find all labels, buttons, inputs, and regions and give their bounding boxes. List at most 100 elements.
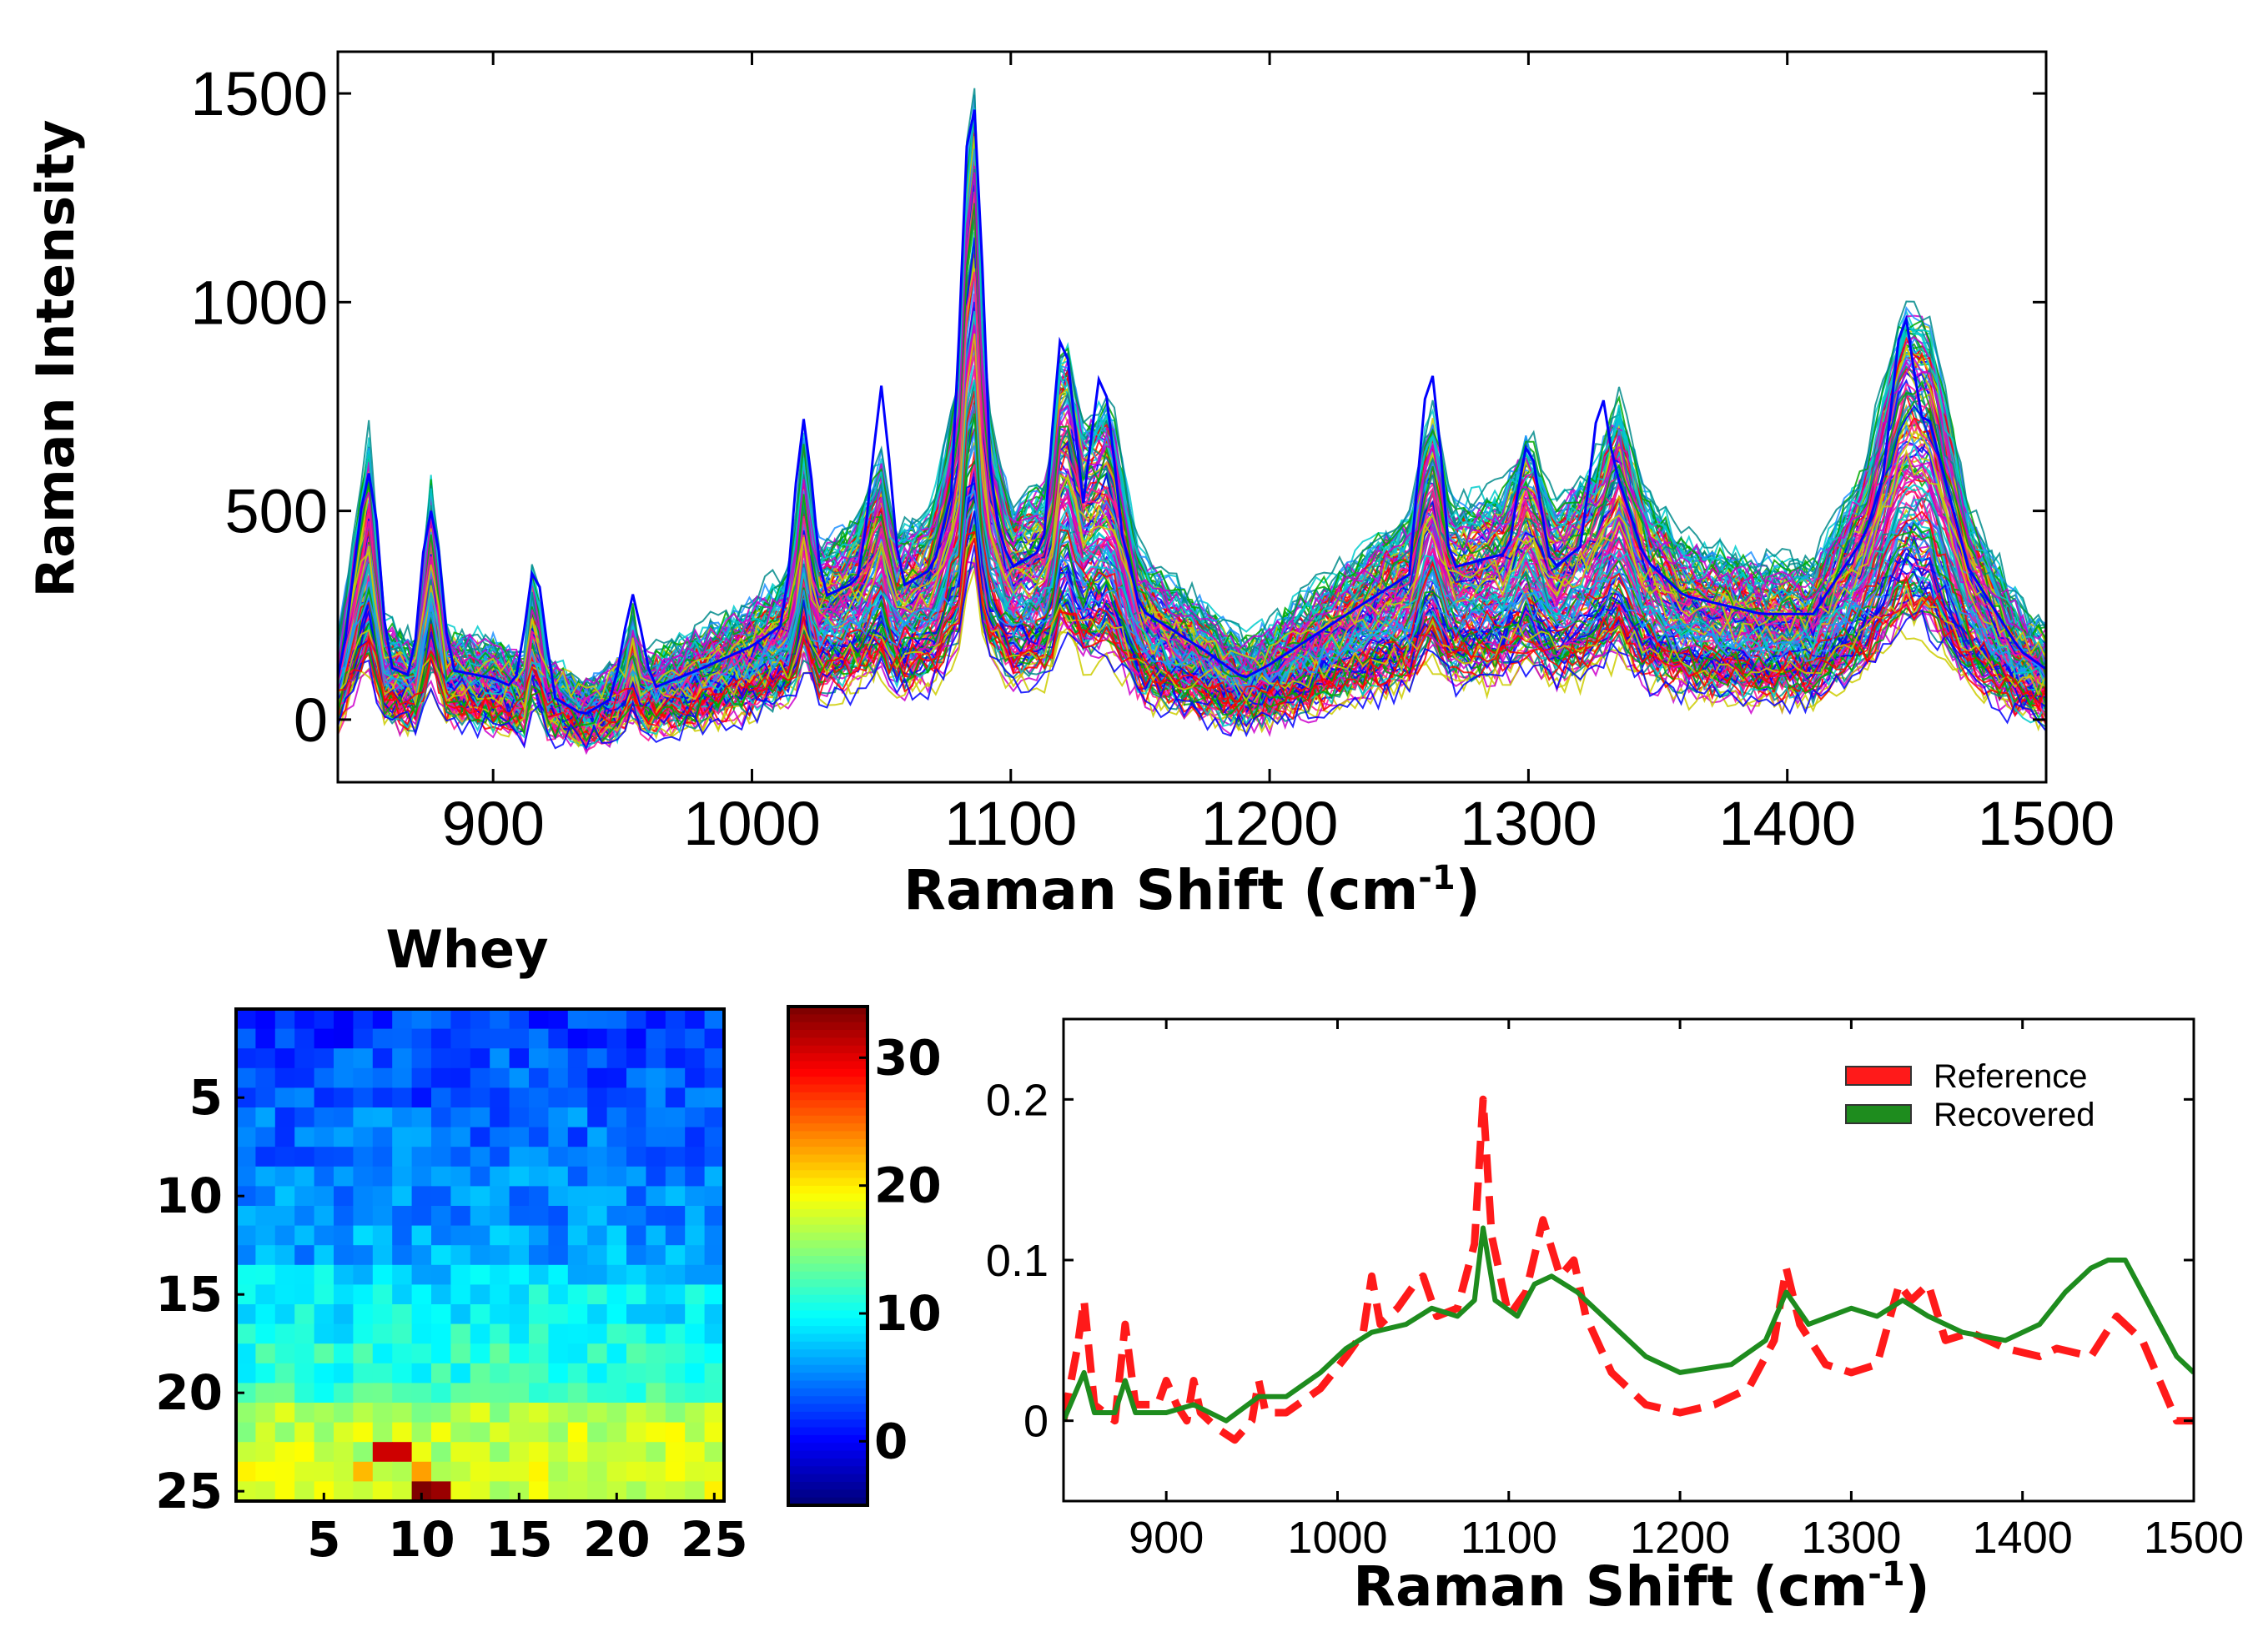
heatmap-cell — [236, 1442, 256, 1463]
heatmap-cell — [450, 1323, 471, 1344]
heatmap-cell — [353, 1087, 374, 1108]
heatmap-cell — [646, 1284, 666, 1305]
heatmap-cell — [314, 1363, 334, 1383]
heatmap-cell — [704, 1284, 725, 1305]
heatmap-cell — [314, 1009, 334, 1030]
heatmap-cell — [646, 1009, 666, 1030]
heatmap-cell — [431, 1323, 451, 1344]
heatmap-cell — [704, 1166, 725, 1187]
heatmap-cell — [626, 1323, 646, 1344]
heatmap-cell — [685, 1127, 706, 1147]
heatmap-cell — [587, 1009, 608, 1030]
heatmap-cell — [509, 1127, 530, 1147]
heatmap-cell — [314, 1067, 334, 1088]
heatmap-cell — [372, 1067, 393, 1088]
heatmap-cell — [646, 1383, 666, 1404]
heatmap-cell — [704, 1127, 725, 1147]
heatmap-cell — [294, 1245, 315, 1266]
heatmap-cell — [685, 1461, 706, 1482]
heatmap-cell — [255, 1323, 276, 1344]
comparison-axis-ticks: 900 1000 1100 1200 1300 1400 1500 0 0.1 0.2 — [986, 1019, 2244, 1563]
heatmap-cell — [704, 1461, 725, 1482]
heatmap-cell — [294, 1009, 315, 1030]
heatmap-cell — [314, 1284, 334, 1305]
heatmap-cell — [255, 1048, 276, 1069]
colorbar-segment — [788, 1217, 867, 1226]
heatmap-cell — [606, 1304, 627, 1325]
heatmap-cell — [450, 1028, 471, 1049]
heatmap-cell — [646, 1028, 666, 1049]
heatmap-cell — [431, 1461, 451, 1482]
heatmap-cell — [431, 1304, 451, 1325]
heatmap-cell — [314, 1343, 334, 1364]
heatmap-cell — [255, 1245, 276, 1266]
heatmap-cell — [255, 1028, 276, 1049]
heatmap-cell — [334, 1343, 354, 1364]
heatmap-cell — [567, 1363, 588, 1383]
heatmap-cell — [665, 1383, 686, 1404]
heatmap-cell — [704, 1245, 725, 1266]
heatmap-cell — [314, 1206, 334, 1227]
heatmap-cell — [626, 1009, 646, 1030]
heatmap-cell — [392, 1481, 413, 1502]
heatmap-cell — [353, 1461, 374, 1482]
heatmap-cell — [255, 1422, 276, 1443]
heatmap-cell — [411, 1087, 432, 1108]
colorbar-segment — [788, 1037, 867, 1047]
heatmap-cell — [236, 1245, 256, 1266]
colorbar-segment — [788, 1030, 867, 1039]
heatmap-cell — [529, 1481, 549, 1502]
heatmap-cell — [450, 1442, 471, 1463]
heatmap-cell — [353, 1147, 374, 1167]
heatmap-cell — [372, 1323, 393, 1344]
heatmap-cell — [587, 1383, 608, 1404]
heatmap-cell — [567, 1166, 588, 1187]
heatmap-cell — [353, 1028, 374, 1049]
heatmap-cell — [353, 1264, 374, 1285]
spectrum-line — [338, 545, 2046, 751]
colorbar-segment — [788, 1303, 867, 1312]
heatmap-cell — [567, 1481, 588, 1502]
heatmap-cell — [431, 1147, 451, 1167]
top-plot-frame — [336, 50, 2048, 784]
heatmap-cells — [236, 1009, 725, 1502]
heatmap-cell — [411, 1225, 432, 1246]
heatmap-cell — [392, 1383, 413, 1404]
heatmap-cell — [314, 1403, 334, 1424]
heatmap-cell — [529, 1383, 549, 1404]
heatmap-cell — [646, 1343, 666, 1364]
heatmap-cell — [509, 1264, 530, 1285]
heatmap-cell — [587, 1067, 608, 1088]
heatmap-cell — [587, 1323, 608, 1344]
heatmap-y-tick-label: 15 — [155, 1266, 223, 1323]
heatmap-cell — [587, 1461, 608, 1482]
heatmap-cell — [411, 1363, 432, 1383]
heatmap-cell — [255, 1403, 276, 1424]
bottom-x-label-exp: -1 — [1868, 1555, 1904, 1594]
heatmap-cell — [372, 1087, 393, 1108]
heatmap-cell — [509, 1186, 530, 1207]
heatmap-cell — [646, 1225, 666, 1246]
heatmap-cell — [431, 1048, 451, 1069]
heatmap-cell — [372, 1166, 393, 1187]
heatmap-cell — [665, 1481, 686, 1502]
heatmap-cell — [353, 1186, 374, 1207]
heatmap-cell — [626, 1067, 646, 1088]
heatmap-cell — [548, 1304, 569, 1325]
heatmap-cell — [411, 1048, 432, 1069]
colorbar-segment — [788, 1045, 867, 1054]
heatmap-cell — [626, 1048, 646, 1069]
heatmap-cell — [334, 1107, 354, 1128]
colorbar-segment — [788, 1014, 867, 1023]
peak-spectrum-line — [338, 109, 2046, 716]
heatmap-cell — [548, 1067, 569, 1088]
heatmap-cell — [450, 1206, 471, 1227]
colorbar-segment — [788, 1310, 867, 1319]
heatmap-cell — [529, 1363, 549, 1383]
heatmap-cell — [490, 1323, 510, 1344]
heatmap-x-tick-label: 20 — [583, 1511, 651, 1568]
heatmap-cell — [529, 1264, 549, 1285]
heatmap-cell — [646, 1186, 666, 1207]
heatmap-cell — [431, 1363, 451, 1383]
heatmap-cell — [392, 1028, 413, 1049]
